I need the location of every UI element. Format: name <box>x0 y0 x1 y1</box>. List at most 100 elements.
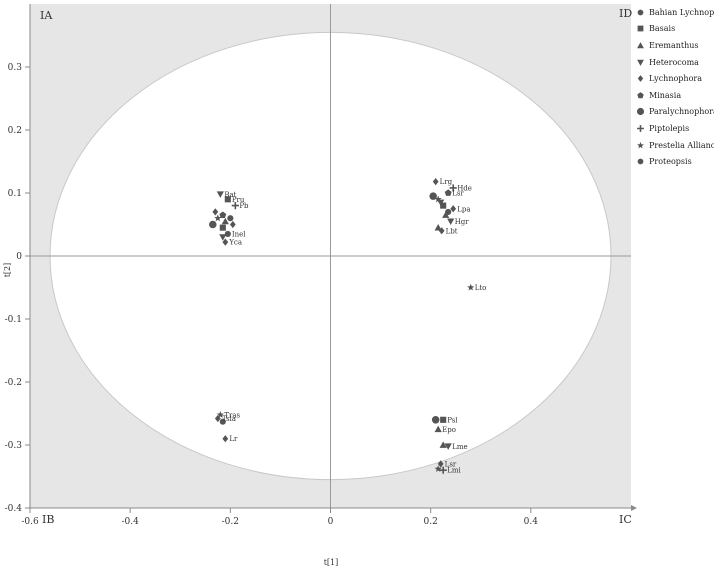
triangle-down-marker-icon <box>637 59 644 66</box>
x-tick-label: -0.6 <box>21 517 39 527</box>
y-tick-label: 0.3 <box>8 63 23 73</box>
plus-marker-icon <box>637 125 644 132</box>
point-circle-large <box>431 416 440 424</box>
y-axis-ticks: 0.3 0.2 0.1 0 -0.1 -0.2 -0.3 -0.4 <box>5 63 30 514</box>
legend-item: Eremanthus <box>636 37 714 54</box>
point-triangle-down <box>444 443 452 450</box>
legend-label: Lychnophora <box>649 74 702 84</box>
legend-item: Minasia <box>636 87 714 104</box>
point-diamond <box>214 414 221 423</box>
point-star <box>467 283 475 291</box>
point-label: Lto <box>475 284 487 292</box>
triangle-up-marker-icon <box>637 42 644 49</box>
point-label: Lsr <box>445 460 457 468</box>
point-plus <box>439 466 447 474</box>
point-circle-large <box>209 220 217 229</box>
corner-label-bottom-left: IB <box>42 513 54 526</box>
legend-label: Eremanthus <box>649 40 699 50</box>
circle-large-marker-icon <box>636 108 645 116</box>
y-tick-label: 0 <box>16 252 22 262</box>
x-tick-label: -0.2 <box>222 517 239 527</box>
point-label: Tsla <box>222 415 236 423</box>
legend-item: Proteopsis <box>636 153 714 170</box>
x-tick-label: 0.2 <box>424 517 438 527</box>
point-label: Tras <box>224 411 240 419</box>
legend-label: Heterocoma <box>649 57 699 67</box>
x-axis-ticks: -0.6 -0.4 -0.2 0 0.2 0.4 <box>21 508 538 527</box>
point-circle <box>227 215 234 222</box>
legend-label: Paralychnophora <box>649 107 714 117</box>
circle-marker-icon <box>637 158 644 165</box>
point-circle-large <box>429 192 437 200</box>
corner-label-bottom-right: IC <box>619 513 632 526</box>
y-tick-label: -0.3 <box>5 441 23 451</box>
point-diamond <box>212 208 219 216</box>
data-points <box>209 178 475 474</box>
point-square <box>224 196 231 203</box>
point-star <box>214 214 222 222</box>
legend-label: Piptolepis <box>649 123 690 133</box>
point-diamond <box>437 460 444 468</box>
point-label: Lmi <box>447 467 461 475</box>
point-diamond <box>222 435 229 443</box>
point-label: Lme <box>452 443 467 451</box>
x-tick-label: 0 <box>328 517 334 527</box>
star-marker-icon <box>637 141 644 148</box>
point-square <box>219 224 226 231</box>
legend-label: Proteopsis <box>649 157 692 167</box>
legend-label: Minasia <box>649 90 682 100</box>
legend-item: Paralychnophora <box>636 104 714 121</box>
diamond-marker-icon <box>637 75 644 83</box>
point-triangle-up <box>434 224 442 231</box>
point-triangle-down <box>447 218 455 225</box>
corner-label-top-right: ID <box>619 7 632 20</box>
point-triangle-down <box>219 234 227 241</box>
x-axis-arrow <box>631 505 637 511</box>
point-label: Lr <box>229 435 238 443</box>
y-tick-label: 0.2 <box>8 126 22 136</box>
legend-item: Bahian Lychnophora <box>636 4 714 21</box>
point-label: Inel <box>232 230 246 238</box>
corner-label-top-left: IA <box>40 9 53 22</box>
y-tick-label: -0.1 <box>5 315 22 325</box>
point-label: Epo <box>442 426 456 434</box>
point-diamond <box>222 238 229 246</box>
legend-item: Piptolepis <box>636 120 714 137</box>
legend-item: Prestelia Alliance <box>636 137 714 154</box>
x-tick-label: -0.4 <box>121 517 139 527</box>
point-triangle-down <box>216 191 224 198</box>
y-tick-label: -0.4 <box>5 504 23 514</box>
point-label: Pru <box>232 196 245 204</box>
point-diamond <box>229 220 236 229</box>
point-label: Psl <box>447 416 458 424</box>
x-axis-title: t[1] <box>324 558 339 567</box>
point-square <box>440 202 447 209</box>
point-triangle-up <box>221 217 229 225</box>
point-circle <box>224 230 231 238</box>
point-pentagon <box>219 211 227 218</box>
x-tick-label: 0.4 <box>524 517 539 527</box>
y-tick-label: -0.2 <box>5 378 22 388</box>
legend-label: Prestelia Alliance <box>649 140 714 150</box>
point-circle <box>219 418 226 425</box>
point-label: Lpa <box>457 205 470 213</box>
point-triangle-up <box>434 425 442 433</box>
point-label: Hde <box>457 184 472 192</box>
legend-item: Heterocoma <box>636 54 714 71</box>
point-pentagon <box>444 189 452 196</box>
point-diamond <box>450 205 457 213</box>
square-marker-icon <box>637 26 644 32</box>
legend: Bahian Lychnophora Basais Eremanthus Hetero… <box>636 4 714 170</box>
legend-item: Lychnophora <box>636 70 714 87</box>
point-star <box>434 465 442 472</box>
legend-item: Basais <box>636 21 714 38</box>
point-plus <box>231 202 239 210</box>
legend-label: Basais <box>649 24 676 34</box>
point-triangle-up <box>439 441 447 448</box>
circle-marker-icon <box>637 9 644 16</box>
point-label: Lrg <box>440 178 453 186</box>
point-label: Yca <box>228 239 242 247</box>
point-label: Pb <box>239 202 249 210</box>
point-star <box>216 410 224 418</box>
